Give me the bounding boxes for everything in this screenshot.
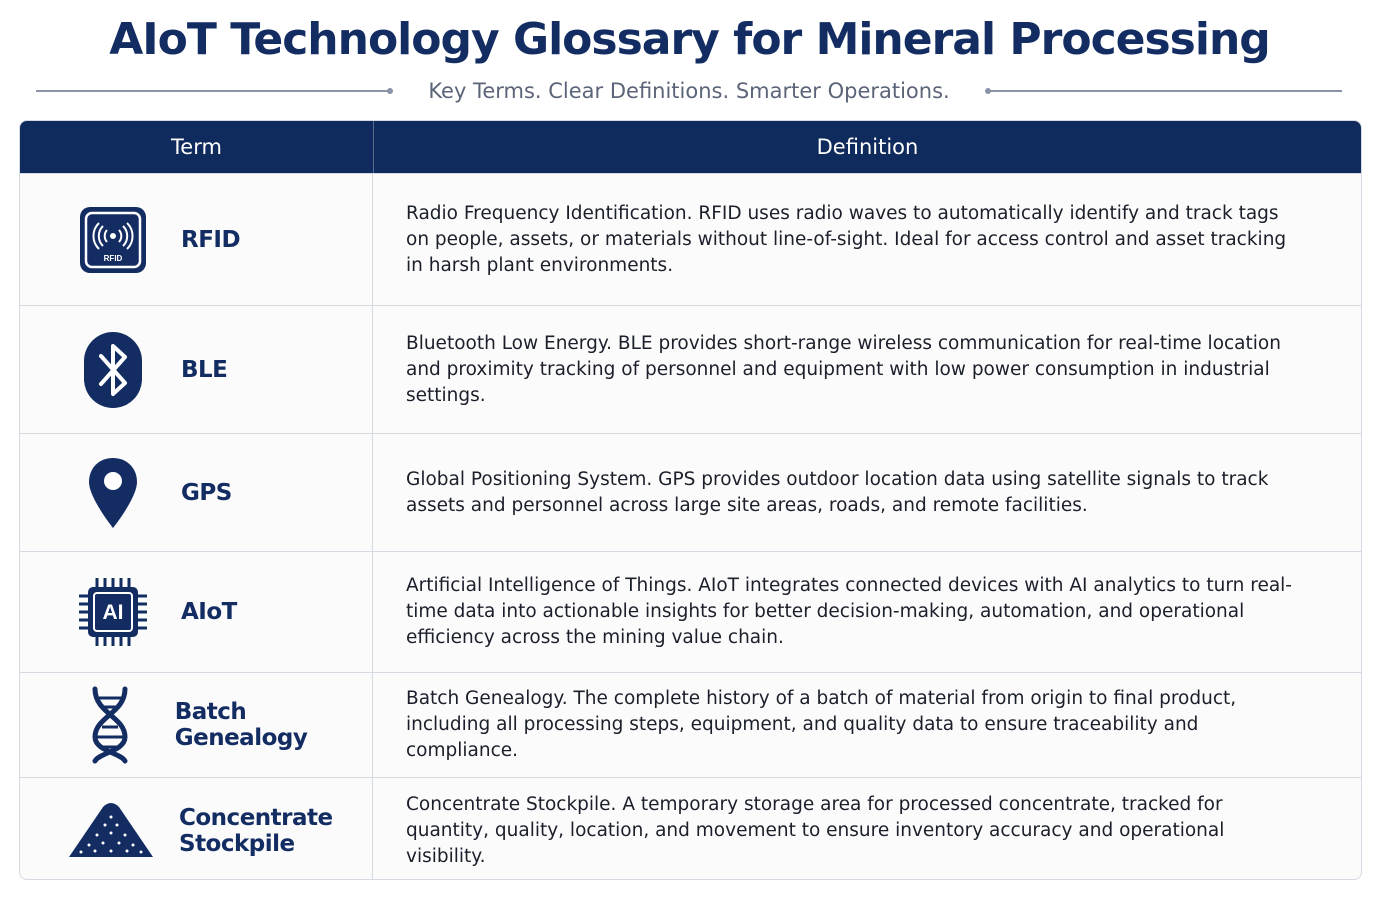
term-label: Concentrate Stockpile (179, 804, 333, 857)
subtitle-row: Key Terms. Clear Definitions. Smarter Op… (36, 76, 1343, 106)
glossary-table: Term Definition RFID RFID (19, 120, 1362, 880)
column-header-term: Term (20, 121, 374, 173)
divider-left (36, 88, 394, 94)
location-pin-icon (67, 456, 159, 530)
table-row: GPS Global Positioning System. GPS provi… (20, 433, 1361, 551)
divider-right (984, 88, 1343, 94)
definition-cell: Artificial Intelligence of Things. AIoT … (406, 575, 1292, 648)
table-row: Concentrate Stockpile Concentrate Stockp… (20, 777, 1361, 879)
dna-icon (67, 685, 153, 765)
page-title: AIoT Technology Glossary for Mineral Pro… (109, 14, 1271, 65)
definition-cell: Radio Frequency Identification. RFID use… (406, 202, 1287, 276)
definition-cell: Bluetooth Low Energy. BLE provides short… (406, 332, 1281, 406)
term-label: AIoT (181, 599, 237, 625)
rfid-icon-text: RFID (104, 254, 123, 263)
definition-cell: Concentrate Stockpile. A temporary stora… (406, 793, 1225, 867)
table-row: Batch Genealogy Batch Genealogy. The com… (20, 672, 1361, 777)
table-row: RFID RFID Radio Frequency Identification… (20, 173, 1361, 305)
ai-chip-icon: AI (67, 576, 159, 648)
definition-cell: Global Positioning System. GPS provides … (406, 468, 1269, 516)
term-label: Batch Genealogy (174, 699, 308, 751)
stockpile-icon (65, 801, 157, 861)
term-label: BLE (181, 356, 228, 383)
term-cell: AI AIoT (20, 552, 373, 672)
bluetooth-icon (67, 331, 159, 409)
term-label: GPS (181, 479, 232, 506)
table-row: AI AIoT Artificial Intelligence of Thing… (20, 551, 1361, 672)
ai-icon-text: AI (103, 601, 124, 624)
term-cell: GPS (20, 434, 373, 551)
table-header: Term Definition (20, 121, 1361, 173)
term-cell: BLE (20, 306, 373, 433)
page-subtitle: Key Terms. Clear Definitions. Smarter Op… (428, 79, 950, 103)
rfid-tag-icon: RFID (67, 205, 159, 275)
term-label: RFID (181, 226, 241, 253)
table-row: BLE Bluetooth Low Energy. BLE provides s… (20, 305, 1361, 433)
column-header-definition: Definition (816, 135, 919, 159)
term-cell: RFID RFID (20, 174, 373, 305)
definition-cell: Batch Genealogy. The complete history of… (406, 688, 1237, 761)
term-cell: Batch Genealogy (20, 673, 373, 777)
term-cell: Concentrate Stockpile (20, 778, 373, 879)
